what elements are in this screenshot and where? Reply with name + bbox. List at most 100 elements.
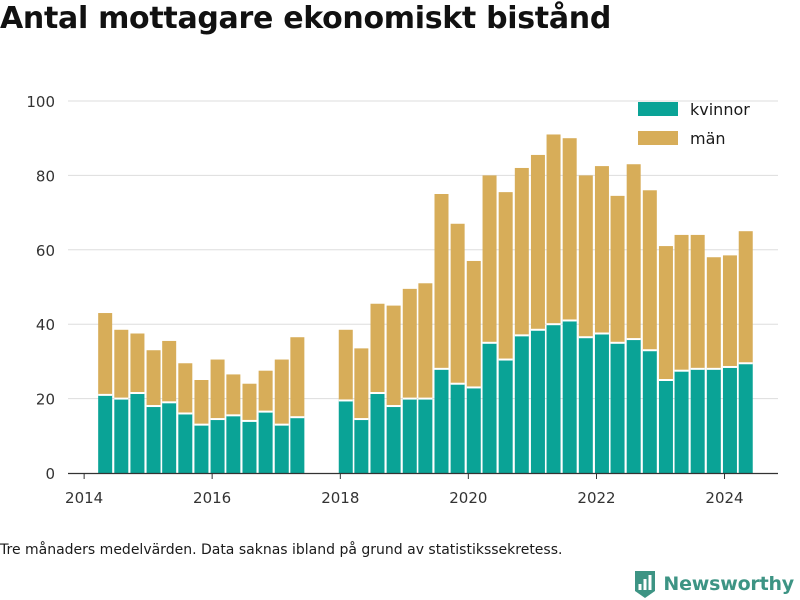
bar-segment-man: [482, 175, 497, 343]
bar-segment-man: [594, 166, 609, 334]
bar-segment-kvinnor: [354, 419, 369, 473]
bar-segment-man: [178, 363, 193, 414]
bar-segment-man: [530, 154, 545, 330]
x-tick-label: 2016: [193, 489, 231, 507]
bar-segment-kvinnor: [290, 417, 305, 473]
x-tick-label: 2022: [577, 489, 615, 507]
bar-segment-man: [386, 305, 401, 407]
chart-title: Antal mottagare ekonomiskt bistånd: [0, 1, 612, 36]
y-tick-label: 60: [36, 242, 55, 260]
bar-segment-kvinnor: [434, 368, 449, 473]
bar-segment-kvinnor: [402, 398, 417, 473]
bar-segment-kvinnor: [578, 337, 593, 473]
bar-segment-kvinnor: [466, 387, 481, 473]
y-tick-label: 100: [26, 93, 55, 111]
legend-swatch-kvinnor: [638, 102, 678, 116]
bar-segment-kvinnor: [130, 393, 145, 473]
footnote: Tre månaders medelvärden. Data saknas ib…: [0, 542, 563, 558]
bar-segment-man: [514, 167, 529, 336]
x-tick-label: 2020: [449, 489, 487, 507]
bar-segment-kvinnor: [274, 424, 289, 473]
bar-segment-kvinnor: [626, 339, 641, 473]
bar-segment-kvinnor: [530, 329, 545, 473]
bar-segment-kvinnor: [594, 333, 609, 473]
bar-segment-kvinnor: [514, 335, 529, 473]
bar-segment-man: [354, 348, 369, 420]
bar-segment-kvinnor: [722, 366, 737, 473]
bar-segment-man: [98, 313, 113, 395]
bar-segment-man: [146, 350, 161, 407]
bar-segment-kvinnor: [610, 342, 625, 473]
bar-segment-man: [258, 370, 273, 412]
bar-segment-kvinnor: [738, 363, 753, 473]
bar-segment-kvinnor: [482, 342, 497, 473]
bar-segment-kvinnor: [642, 350, 657, 473]
bar-segment-man: [130, 333, 145, 394]
bar-segment-man: [194, 380, 209, 425]
bar-segment-man: [418, 283, 433, 399]
y-tick-label: 40: [36, 316, 55, 334]
x-tick-label: 2018: [321, 489, 359, 507]
newsworthy-brand: Newsworthy: [633, 569, 794, 599]
y-tick-label: 20: [36, 391, 55, 409]
bar-segment-kvinnor: [546, 324, 561, 473]
bar-segment-kvinnor: [386, 406, 401, 473]
bar-segment-man: [434, 194, 449, 369]
bar-segment-kvinnor: [162, 402, 177, 473]
brand-name: Newsworthy: [663, 573, 794, 595]
y-tick-label: 80: [36, 167, 55, 185]
bar-segment-kvinnor: [690, 368, 705, 473]
bar-segment-man: [274, 359, 289, 425]
bar-segment-man: [626, 164, 641, 340]
bar-segment-man: [466, 260, 481, 388]
bar-segment-man: [210, 359, 225, 420]
bars: [98, 134, 753, 473]
bar-segment-man: [162, 340, 177, 403]
newsworthy-logo-icon: [635, 571, 656, 598]
bar-segment-kvinnor: [562, 320, 577, 473]
bar-segment-kvinnor: [658, 380, 673, 473]
bar-segment-man: [114, 329, 129, 399]
bar-segment-kvinnor: [178, 413, 193, 473]
stacked-bar-chart: 0 20 40 60 80 100 2014 2016 2018 2020 2022 2024 kv…: [26, 93, 778, 507]
bar-segment-man: [674, 234, 689, 371]
bar-segment-man: [610, 195, 625, 343]
bar-segment-man: [242, 383, 257, 421]
bar-segment-kvinnor: [706, 368, 721, 473]
bar-segment-man: [658, 246, 673, 380]
bar-segment-kvinnor: [242, 420, 257, 473]
bar-segment-man: [738, 231, 753, 364]
bar-segment-man: [642, 190, 657, 351]
bar-segment-kvinnor: [450, 383, 465, 473]
bar-segment-man: [578, 175, 593, 338]
bar-segment-man: [706, 257, 721, 369]
bar-segment-kvinnor: [114, 398, 129, 473]
bar-segment-man: [546, 134, 561, 325]
x-axis-ticks: 2014 2016 2018 2020 2022 2024: [65, 472, 778, 507]
bar-segment-kvinnor: [194, 424, 209, 473]
bar-segment-kvinnor: [226, 415, 241, 473]
bar-segment-man: [498, 192, 513, 360]
bar-segment-kvinnor: [498, 359, 513, 473]
bar-segment-kvinnor: [146, 406, 161, 473]
bar-segment-kvinnor: [370, 393, 385, 473]
x-tick-label: 2014: [65, 489, 103, 507]
bar-segment-man: [226, 374, 241, 416]
bar-segment-man: [450, 223, 465, 384]
bar-segment-man: [338, 329, 353, 401]
y-axis-tick-labels: 0 20 40 60 80 100: [26, 93, 55, 483]
bar-segment-man: [690, 234, 705, 369]
legend-swatch-man: [638, 131, 678, 145]
legend-label-man: män: [690, 129, 726, 148]
bar-segment-man: [290, 337, 305, 418]
legend-label-kvinnor: kvinnor: [690, 100, 750, 119]
bar-segment-man: [370, 303, 385, 394]
bar-segment-man: [722, 255, 737, 367]
bar-segment-kvinnor: [98, 394, 113, 473]
bar-segment-kvinnor: [258, 411, 273, 473]
bar-segment-kvinnor: [418, 398, 433, 473]
bar-segment-man: [562, 138, 577, 321]
y-tick-label: 0: [45, 465, 55, 483]
x-tick-label: 2024: [705, 489, 743, 507]
bar-segment-kvinnor: [674, 370, 689, 473]
